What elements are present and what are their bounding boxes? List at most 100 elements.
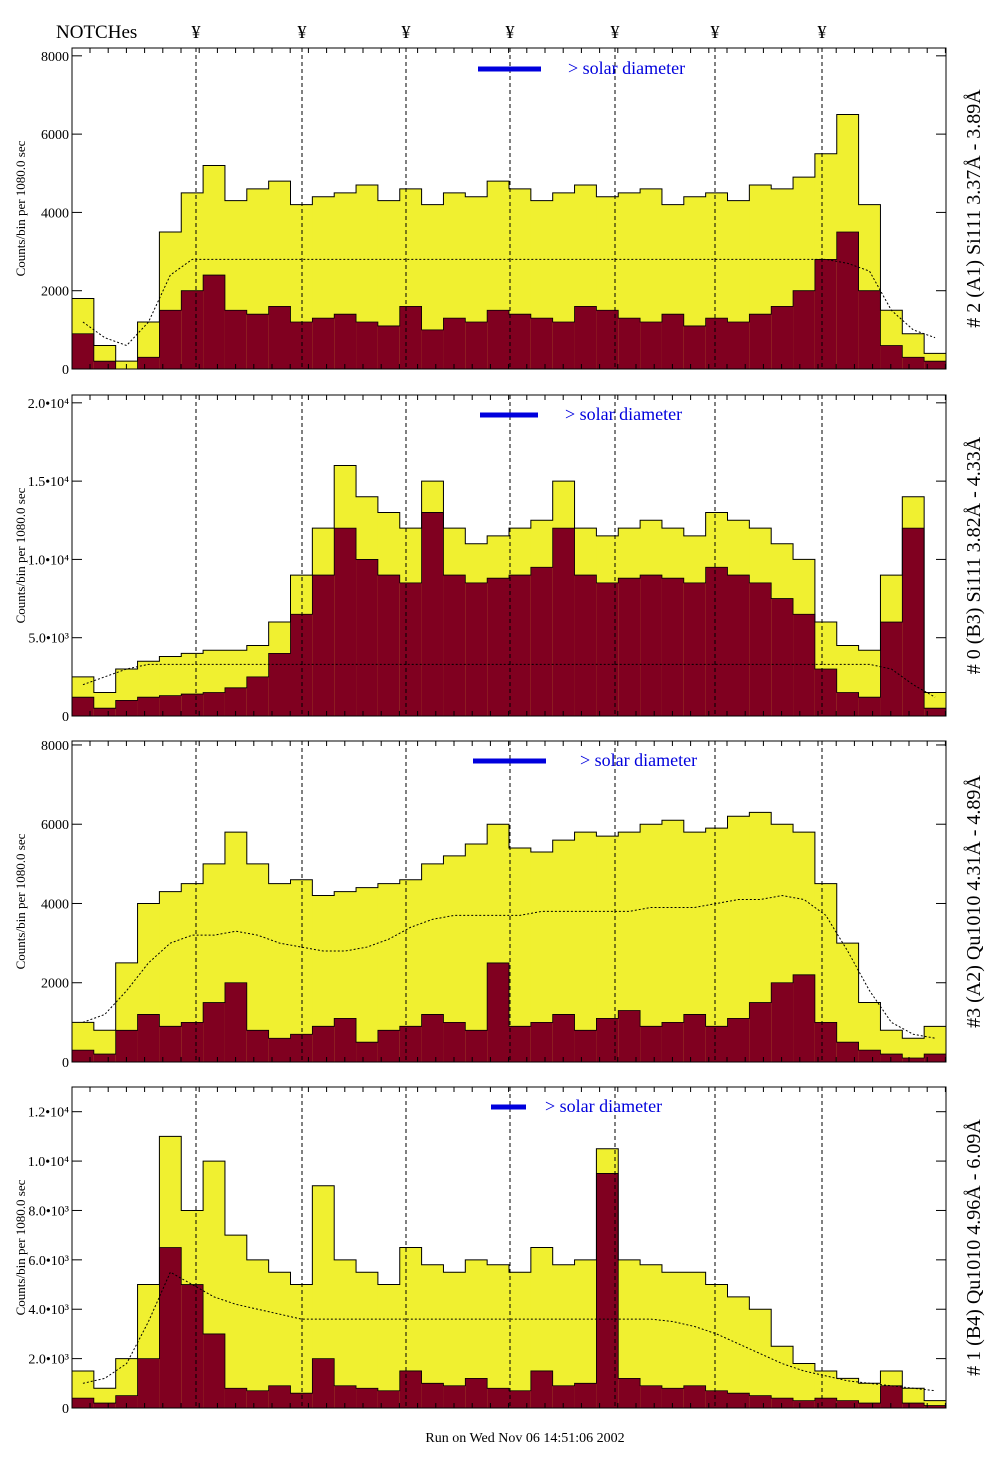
flare-bar <box>552 1014 575 1062</box>
y-tick-label: 4.0•10³ <box>28 1303 69 1318</box>
total-bar <box>727 816 750 1062</box>
total-bar <box>334 1259 357 1408</box>
flare-bar <box>640 322 662 369</box>
notch-marker-2: ¥ <box>298 22 307 42</box>
flare-bar <box>727 1393 750 1408</box>
flare-bar <box>421 1014 444 1062</box>
flare-bar <box>334 1385 357 1408</box>
flare-bar <box>268 306 291 369</box>
flare-bar <box>377 575 400 716</box>
flare-bar <box>246 314 269 369</box>
flare-bar <box>814 1022 837 1062</box>
flare-bar <box>356 559 378 716</box>
flare-outline <box>72 512 946 709</box>
flare-bar <box>902 1058 925 1062</box>
flare-bar <box>377 1390 400 1408</box>
flare-bar <box>334 1018 357 1062</box>
total-bar <box>268 1272 291 1408</box>
total-bar <box>246 1259 269 1408</box>
y-tick-label: 0 <box>62 710 69 725</box>
notches-label: NOTCHes <box>56 22 137 43</box>
flare-bar <box>771 598 794 716</box>
flare-bar <box>93 708 116 716</box>
flare-bar <box>290 614 313 716</box>
flare-bar <box>618 1010 641 1062</box>
y-tick-label: 0 <box>62 1402 69 1417</box>
total-bar <box>749 812 772 1062</box>
total-bar <box>530 851 553 1062</box>
flare-bar <box>181 694 204 716</box>
y-tick-label: 4000 <box>41 206 69 221</box>
flare-bar <box>203 1333 225 1408</box>
y-tick-label: 2.0•10³ <box>28 1353 69 1368</box>
flare-bar <box>268 653 291 716</box>
y-tick-label: 1.2•10⁴ <box>28 1106 69 1121</box>
flare-bar <box>683 325 706 369</box>
flare-bar <box>814 669 837 716</box>
total-bar <box>356 887 378 1062</box>
flare-bar <box>596 1018 619 1062</box>
flare-bar <box>137 697 160 716</box>
total-bar <box>574 1259 597 1408</box>
flare-bar <box>683 1014 706 1062</box>
flare-bar <box>312 1026 335 1062</box>
flare-bar <box>290 1393 313 1408</box>
flare-bar <box>181 1022 204 1062</box>
flare-bar <box>443 1022 466 1062</box>
flare-bar <box>705 1390 728 1408</box>
panel-title: # 2 (A1) Si111 3.37Å - 3.89Å <box>963 89 985 328</box>
flare-bar <box>858 290 881 369</box>
flare-bar <box>115 700 138 716</box>
y-tick-label: 0 <box>62 363 69 378</box>
total-bar <box>552 840 575 1062</box>
flare-bar <box>530 318 553 369</box>
flare-bar <box>858 1050 881 1062</box>
average-curve <box>82 663 936 698</box>
flare-bar <box>334 528 357 716</box>
y-tick-label: 8000 <box>41 739 69 754</box>
flare-bar <box>181 1284 204 1408</box>
flare-bar <box>377 1030 400 1062</box>
flare-bar <box>705 318 728 369</box>
total-bar <box>574 832 597 1062</box>
flare-bar <box>727 575 750 716</box>
flare-bar <box>924 1054 946 1062</box>
flare-bar <box>661 314 684 369</box>
flare-bar <box>705 1026 728 1062</box>
y-tick-label: 0 <box>62 1056 69 1071</box>
total-bar <box>661 1272 684 1408</box>
y-tick-label: 4000 <box>41 897 69 912</box>
notch-markers: ¥ ¥ ¥ ¥ ¥ ¥ ¥ <box>192 22 827 42</box>
total-bar <box>902 1038 925 1062</box>
flare-bar <box>72 1050 94 1062</box>
flare-bar <box>924 361 946 369</box>
total-bar <box>399 879 422 1062</box>
flare-bar <box>705 567 728 716</box>
total-bar <box>727 1296 750 1408</box>
flare-bar <box>290 1034 313 1062</box>
flare-bar <box>465 582 488 716</box>
flare-bar <box>268 1038 291 1062</box>
y-tick-label: 8000 <box>41 50 69 65</box>
flare-bar <box>203 692 225 716</box>
total-bar <box>377 1284 400 1408</box>
total-bar <box>312 1185 335 1408</box>
y-axis-label: Counts/bin per 1080.0 sec <box>13 487 28 623</box>
total-bar <box>552 1264 575 1408</box>
flare-bar <box>465 1378 488 1408</box>
flare-outline <box>72 231 946 370</box>
flare-bar <box>356 1388 378 1408</box>
total-bar <box>924 1026 946 1062</box>
flare-bar <box>137 1014 160 1062</box>
total-outline <box>71 114 947 370</box>
flare-bar <box>465 1030 488 1062</box>
flare-bar <box>509 1390 531 1408</box>
flare-bar <box>858 1403 881 1408</box>
flare-bar <box>159 695 182 716</box>
average-curve <box>82 895 936 1039</box>
flare-bar <box>880 345 903 369</box>
notch-marker-7: ¥ <box>818 22 827 42</box>
flare-bar <box>487 310 509 369</box>
flare-bar <box>443 575 466 716</box>
